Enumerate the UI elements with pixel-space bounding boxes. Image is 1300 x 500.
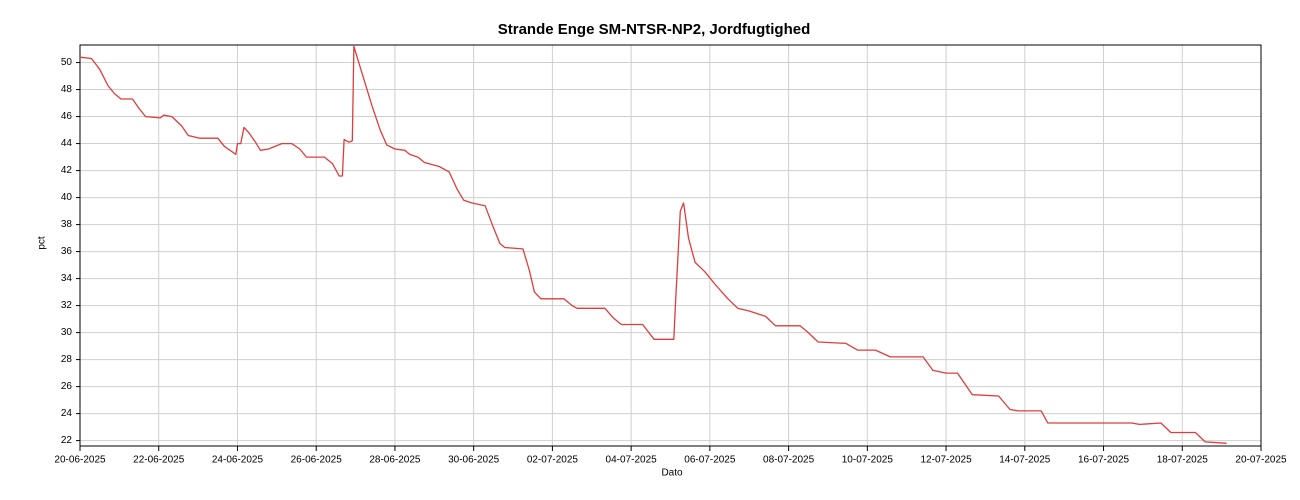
data-line — [79, 45, 1227, 444]
x-tick-label: 22-06-2025 — [133, 455, 185, 466]
x-tick-label: 04-07-2025 — [606, 455, 658, 466]
y-tick-label: 30 — [61, 327, 73, 338]
y-tick-label: 44 — [61, 138, 73, 149]
y-tick-label: 26 — [61, 381, 73, 392]
x-tick-label: 14-07-2025 — [999, 455, 1051, 466]
y-tick-label: 22 — [61, 435, 73, 446]
x-tick-label: 24-06-2025 — [212, 455, 264, 466]
y-tick-label: 36 — [61, 246, 73, 257]
x-axis-label: Dato — [661, 468, 683, 479]
x-tick-label: 16-07-2025 — [1078, 455, 1130, 466]
x-tick-label: 20-06-2025 — [54, 455, 106, 466]
y-tick-label: 48 — [61, 84, 73, 95]
y-tick-label: 40 — [61, 192, 73, 203]
y-tick-label: 34 — [61, 273, 73, 284]
x-tick-label: 02-07-2025 — [527, 455, 579, 466]
x-tick-label: 06-07-2025 — [684, 455, 736, 466]
x-tick-label: 18-07-2025 — [1157, 455, 1209, 466]
x-tick-label: 08-07-2025 — [763, 455, 815, 466]
y-tick-label: 38 — [61, 219, 73, 230]
y-tick-label: 32 — [61, 300, 73, 311]
x-tick-label: 20-07-2025 — [1235, 455, 1287, 466]
y-tick-label: 24 — [61, 408, 73, 419]
plot-frame — [79, 44, 1262, 447]
y-tick-label: 46 — [61, 111, 73, 122]
chart-title: Strande Enge SM-NTSR-NP2, Jordfugtighed — [498, 21, 811, 38]
y-axis-label: pct — [37, 236, 48, 250]
x-tick-label: 12-07-2025 — [920, 455, 972, 466]
x-tick-label: 10-07-2025 — [842, 455, 894, 466]
x-tick-label: 30-06-2025 — [448, 455, 500, 466]
y-tick-label: 42 — [61, 165, 73, 176]
x-tick-label: 26-06-2025 — [291, 455, 343, 466]
y-tick-label: 28 — [61, 354, 73, 365]
y-tick-label: 50 — [61, 57, 73, 68]
x-tick-label: 28-06-2025 — [369, 455, 421, 466]
